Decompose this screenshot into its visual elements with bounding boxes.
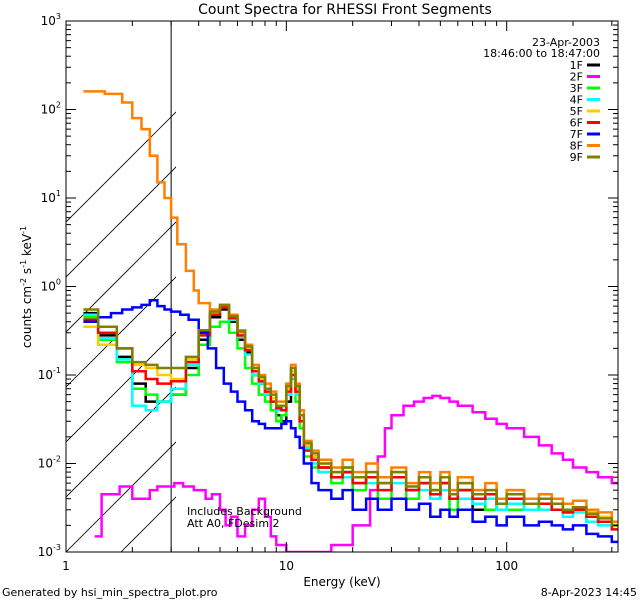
legend-label-4f: 4F (570, 94, 583, 107)
annotation-background: Includes Background (187, 505, 302, 518)
footer-timestamp: 8-Apr-2023 14:45 (541, 586, 637, 599)
legend-label-5f: 5F (570, 105, 583, 118)
x-axis-label: Energy (keV) (303, 575, 380, 589)
y-tick-label: 10-1 (38, 366, 61, 382)
y-label-part-2: s (20, 268, 34, 278)
legend-label-2f: 2F (570, 71, 583, 84)
series-group (83, 90, 618, 552)
series-9f-line (83, 303, 618, 527)
y-label-exp-3: -1 (19, 226, 28, 234)
footer-generated-by: Generated by hsi_min_spectra_plot.pro (2, 586, 218, 599)
hatch-line (66, 276, 176, 388)
legend-label-8f: 8F (570, 140, 583, 153)
legend-label-9f: 9F (570, 151, 583, 164)
chart-title: Count Spectra for RHESSI Front Segments (198, 2, 492, 18)
y-tick-label: 10-2 (38, 455, 61, 471)
y-tick-label: 103 (41, 12, 61, 28)
y-label-part-3: keV (20, 233, 34, 260)
hatched-region (66, 21, 640, 552)
hatch-line (396, 21, 640, 552)
time-range-label: 18:46:00 to 18:47:00 (483, 47, 600, 60)
x-tick-label: 100 (495, 559, 518, 573)
legend-label-7f: 7F (570, 128, 583, 141)
annotation-attenuator: Att A0, FDesim 2 (187, 517, 280, 530)
y-tick-label: 102 (41, 101, 61, 117)
series-5f-line (83, 304, 618, 527)
date-label: 23-Apr-2003 (532, 36, 600, 49)
x-tick-label: 1 (62, 559, 70, 573)
hatch-line (66, 221, 176, 333)
y-tick-label: 100 (41, 278, 61, 294)
legend-label-6f: 6F (570, 117, 583, 130)
y-tick-label: 101 (41, 189, 61, 205)
hatch-line (66, 386, 176, 498)
hatch-line (616, 21, 640, 552)
y-label-exp-2: -1 (19, 260, 28, 268)
x-tick-label: 10 (279, 559, 294, 573)
legend-label-1f: 1F (570, 59, 583, 72)
hatch-line (120, 496, 176, 552)
y-tick-label: 10-3 (38, 543, 61, 559)
legend-label-3f: 3F (570, 82, 583, 95)
x-axis: 1 10 100 (62, 21, 613, 573)
y-label-exp-1: -2 (19, 278, 28, 286)
y-axis: 10-3 10-2 10-1 100 101 102 103 (38, 12, 618, 559)
y-axis-label: counts cm-2 s-1 keV-1 (19, 226, 34, 348)
hatch-line (66, 441, 176, 552)
series-7f-line (83, 298, 618, 544)
series-2f-line (94, 394, 618, 552)
y-label-part-1: counts cm (20, 286, 34, 348)
